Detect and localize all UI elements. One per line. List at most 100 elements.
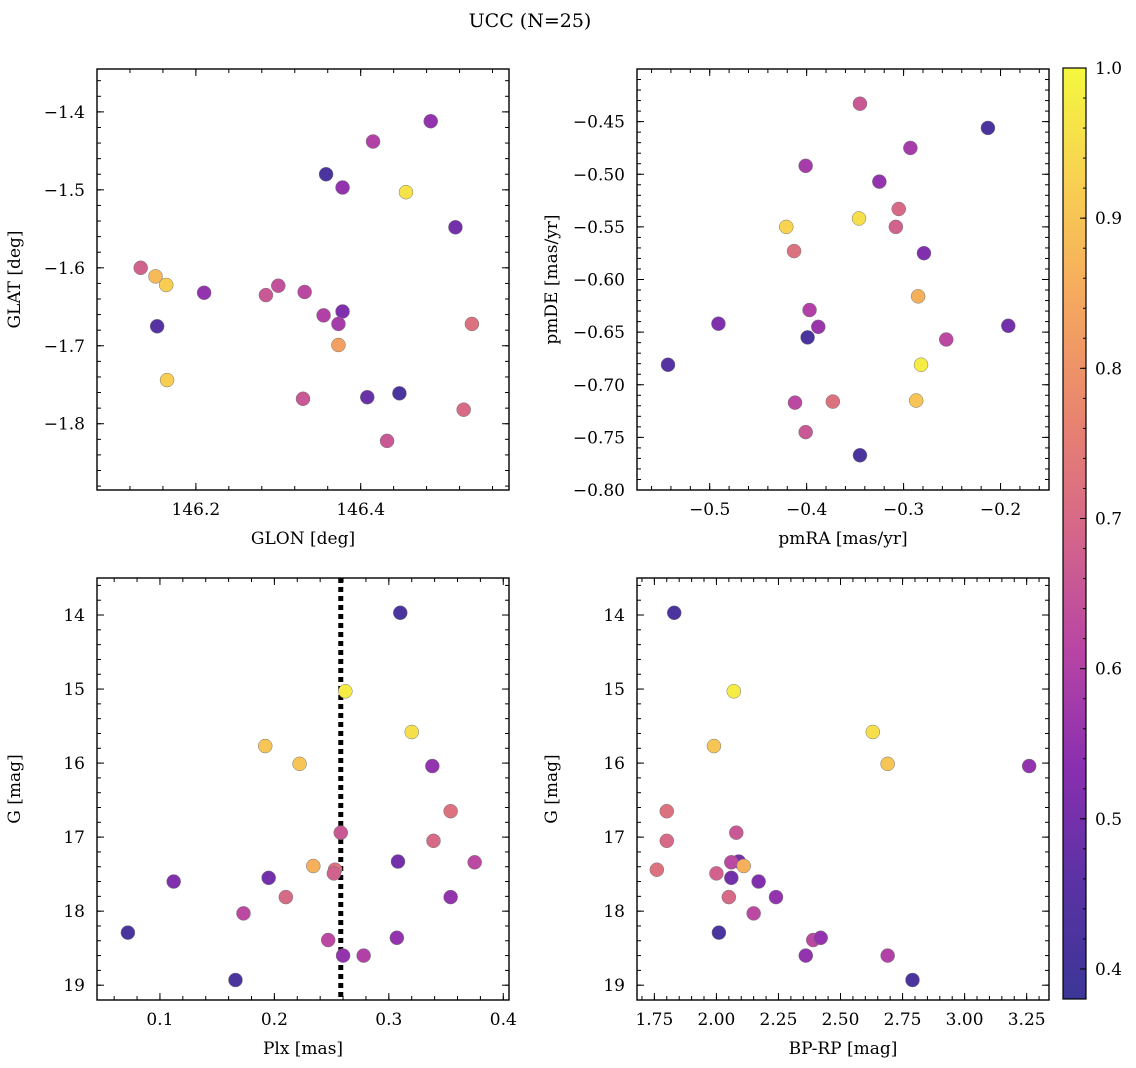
x-axis-label: GLON [deg] <box>251 529 355 549</box>
colorbar-tick-label: 1.0 <box>1095 59 1122 79</box>
scatter-point <box>910 289 926 304</box>
scatter-point <box>365 134 381 149</box>
colorbar: 0.4 0.5 0.6 0.7 0.8 0.9 1.0 <box>1062 59 1122 1000</box>
scatter-point <box>258 287 274 303</box>
scatter-point <box>236 906 251 921</box>
x-tick-label: 146.4 <box>336 500 385 520</box>
scatter-point <box>360 389 375 405</box>
scatter-point <box>980 120 996 136</box>
scatter-point <box>736 858 751 874</box>
scatter-point <box>326 866 342 881</box>
y-axis-label: G [mag] <box>5 754 25 823</box>
colorbar-tick-label: 0.9 <box>1095 209 1122 229</box>
scatter-point <box>666 605 682 621</box>
panel-plx-g: 0.1 0.2 0.3 0.4 14 15 16 17 18 19 Plx [mas] G [mag] <box>5 577 517 1059</box>
scatter-point <box>865 724 881 740</box>
y-tick-label: 19 <box>63 976 85 996</box>
scatter-point <box>891 201 906 217</box>
x-tick-label: 0.2 <box>261 1010 288 1030</box>
scatter-point <box>393 605 408 621</box>
scatter-point <box>746 906 761 921</box>
scatter-point <box>825 394 841 409</box>
scatter-point <box>711 316 726 331</box>
x-tick-label: 2.75 <box>884 1010 922 1030</box>
colorbar-tick-label: 0.8 <box>1095 359 1122 379</box>
y-tick-label: 14 <box>63 606 85 626</box>
x-tick-label: 2.25 <box>760 1010 798 1030</box>
axes-frame <box>96 577 510 1001</box>
scatter-point <box>880 756 895 772</box>
x-tick-label: 0.3 <box>375 1010 402 1030</box>
y-axis-label: pmDE [mas/yr] <box>542 214 562 344</box>
y-tick-label: −1.4 <box>44 103 85 123</box>
scatter-point <box>905 972 920 988</box>
scatter-point <box>786 243 802 259</box>
y-tick-label: −0.80 <box>573 481 625 501</box>
y-tick-label: −1.7 <box>44 337 85 357</box>
x-axis-label: pmRA [mas/yr] <box>778 529 907 549</box>
scatter-point <box>149 319 165 334</box>
figure-title: UCC (N=25) <box>469 10 592 32</box>
y-tick-label: −0.45 <box>573 113 625 133</box>
scatter-point <box>726 684 742 699</box>
y-tick-label: 16 <box>63 754 85 774</box>
scatter-point <box>908 393 924 408</box>
scatter-point <box>721 889 737 905</box>
x-tick-label: 0.4 <box>490 1010 517 1030</box>
colorbar-tick-label: 0.4 <box>1095 960 1122 980</box>
scatter-point <box>724 855 739 870</box>
scatter-point <box>335 304 350 319</box>
scatter-point <box>331 316 346 332</box>
scatter-point <box>872 174 887 189</box>
scatter-point <box>464 316 480 332</box>
scatter-point <box>729 825 744 840</box>
scatter-point <box>888 219 904 235</box>
y-tick-label: 15 <box>603 680 625 700</box>
scatter-point <box>133 260 148 276</box>
axes-frame <box>636 577 1050 1001</box>
x-tick-label: 146.2 <box>172 500 221 520</box>
scatter-point <box>278 889 294 905</box>
y-tick-label: −1.5 <box>44 181 85 201</box>
scatter-point <box>798 424 813 440</box>
scatter-point <box>724 870 739 886</box>
scatter-point <box>813 930 828 946</box>
y-axis-label: G [mag] <box>542 754 562 823</box>
scatter-point <box>426 833 441 849</box>
scatter-point <box>851 211 867 226</box>
y-tick-label: −0.50 <box>573 165 625 185</box>
scatter-point <box>292 756 307 772</box>
scatter-point <box>751 874 766 889</box>
x-tick-label: −0.2 <box>980 500 1021 520</box>
scatter-point <box>158 277 174 293</box>
scatter-point <box>659 833 675 849</box>
scatter-point <box>903 140 918 156</box>
scatter-point <box>448 220 463 235</box>
scatter-point <box>779 219 794 235</box>
scatter-point <box>257 738 273 754</box>
x-axis-label: BP-RP [mag] <box>789 1039 898 1059</box>
x-tick-label: 1.75 <box>635 1010 673 1030</box>
x-tick-label: 2.50 <box>822 1010 860 1030</box>
x-tick-label: −0.5 <box>689 500 730 520</box>
scatter-point <box>318 167 334 182</box>
scatter-point <box>711 925 727 940</box>
scatter-point <box>802 302 817 318</box>
scatter-point <box>404 724 419 740</box>
scatter-point <box>392 386 407 401</box>
y-tick-label: 16 <box>603 754 625 774</box>
x-tick-label: −0.4 <box>786 500 827 520</box>
scatter-point <box>852 96 868 111</box>
scatter-point <box>333 825 349 840</box>
y-tick-label: −1.8 <box>44 415 85 435</box>
scatter-point <box>228 972 243 988</box>
scatter-point <box>423 113 438 129</box>
y-tick-label: −0.70 <box>573 376 625 396</box>
scatter-point <box>800 330 815 345</box>
scatter-point <box>916 245 932 261</box>
scatter-point <box>159 372 175 388</box>
scatter-point <box>316 308 331 323</box>
scatter-point <box>261 870 276 886</box>
scatter-point <box>120 925 136 940</box>
